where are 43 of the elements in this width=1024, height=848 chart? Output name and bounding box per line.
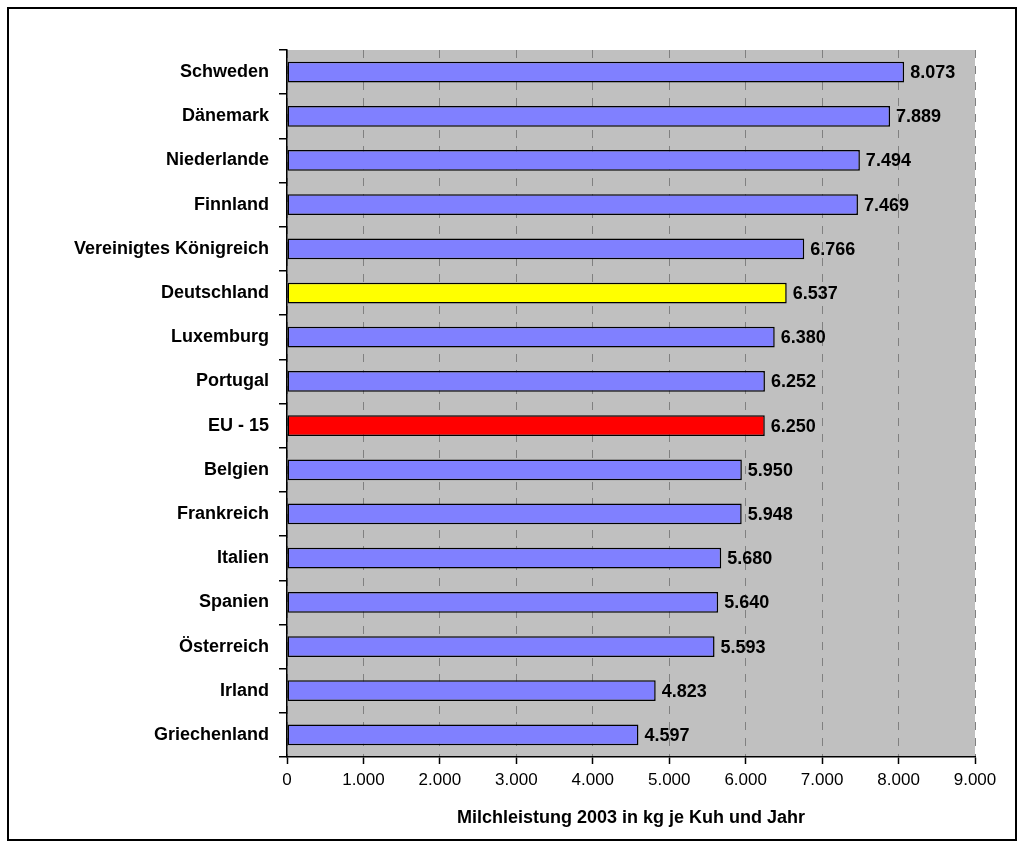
x-tick-label: 7.000 — [800, 769, 844, 789]
y-tick-label: Irland — [219, 679, 269, 700]
y-tick-label: Schweden — [179, 61, 269, 82]
data-label: 6.252 — [770, 371, 816, 392]
x-tick-label: 3.000 — [495, 769, 538, 789]
y-tick-label: Finnland — [194, 193, 269, 214]
x-tick-label: 9.000 — [953, 769, 997, 789]
y-tick-label: Österreich — [178, 635, 269, 656]
y-tick-label: Deutschland — [160, 282, 269, 302]
x-tick-label: 0 — [282, 769, 292, 789]
y-tick-label: EU - 15 — [207, 414, 269, 435]
data-label: 4.823 — [661, 680, 707, 701]
y-tick-label: Spanien — [198, 591, 269, 612]
y-tick-label: Dänemark — [181, 105, 270, 126]
y-tick-label: Italien — [216, 547, 269, 568]
x-tick-label: 8.000 — [877, 769, 920, 789]
data-label: 5.948 — [747, 503, 793, 524]
data-label: 5.593 — [720, 636, 766, 657]
data-label: 7.469 — [863, 194, 910, 215]
x-tick-label: 4.000 — [571, 769, 615, 789]
y-tick-label: Portugal — [195, 370, 269, 391]
data-label: 8.073 — [910, 62, 956, 83]
y-tick-label: Niederlande — [165, 149, 269, 170]
x-tick-label: 1.000 — [342, 769, 385, 789]
data-label: 5.950 — [747, 459, 793, 480]
data-label: 7.494 — [865, 150, 911, 171]
data-label: 5.680 — [727, 548, 773, 569]
data-label: 6.250 — [770, 415, 816, 436]
data-label: 5.640 — [724, 592, 770, 613]
data-label: 7.889 — [896, 106, 942, 127]
y-tick-label: Vereinigtes Königreich — [73, 237, 269, 258]
y-tick-label: Luxemburg — [170, 326, 269, 347]
y-tick-label: Griechenland — [153, 723, 269, 744]
x-tick-label: 6.000 — [724, 769, 767, 789]
x-tick-label: 2.000 — [418, 769, 462, 789]
y-tick-label: Frankreich — [176, 502, 269, 523]
data-label: 6.766 — [810, 238, 856, 259]
data-label: 6.537 — [792, 283, 838, 303]
x-axis-title: Milchleistung 2003 in kg je Kuh und Jahr — [456, 807, 806, 828]
data-label: 4.597 — [644, 724, 690, 745]
x-tick-label: 5.000 — [647, 769, 691, 789]
data-label: 6.380 — [780, 327, 826, 348]
y-tick-label: Belgien — [203, 458, 269, 479]
